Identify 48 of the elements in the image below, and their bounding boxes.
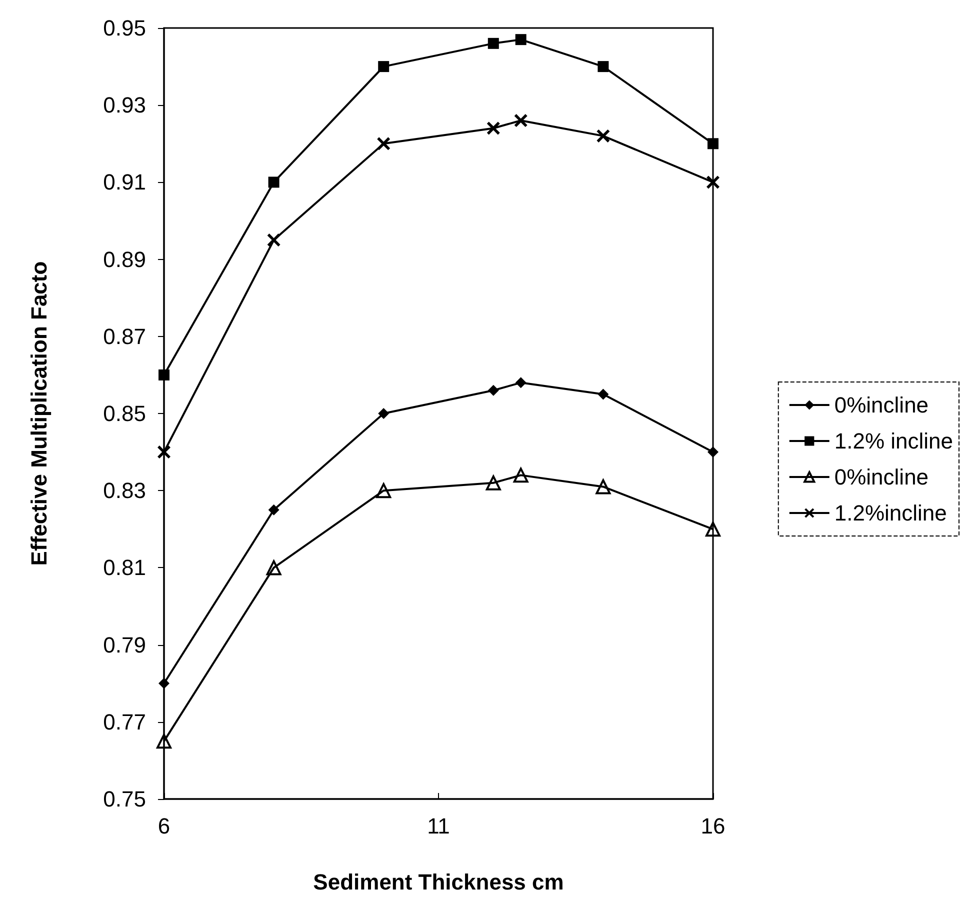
point xyxy=(706,176,720,189)
point xyxy=(378,61,390,72)
point xyxy=(488,384,499,396)
point xyxy=(486,475,501,490)
y-tick-label: 0.83 xyxy=(103,478,146,504)
y-tick-label: 0.77 xyxy=(103,709,146,734)
point xyxy=(598,61,609,72)
point xyxy=(266,560,282,576)
legend-label: 1.2%incline xyxy=(834,500,947,526)
point xyxy=(156,734,172,749)
x-tick-label: 16 xyxy=(700,814,726,838)
x-tick-label: 11 xyxy=(427,814,450,838)
y-tick-label: 0.81 xyxy=(103,555,146,580)
point xyxy=(268,176,280,188)
y-tick-label: 0.87 xyxy=(103,324,146,349)
point xyxy=(598,388,609,400)
legend-label: 0%incline xyxy=(834,464,929,490)
point xyxy=(513,468,528,483)
point xyxy=(158,369,170,380)
y-tick-label: 0.85 xyxy=(103,401,146,426)
x-axis-title: Sediment Thickness cm xyxy=(313,870,564,894)
point xyxy=(376,483,392,498)
y-tick-label: 0.89 xyxy=(103,246,146,272)
point xyxy=(378,408,390,419)
point xyxy=(708,138,718,150)
y-tick-label: 0.75 xyxy=(103,786,146,812)
y-tick-label: 0.93 xyxy=(103,92,146,118)
point xyxy=(515,34,526,46)
point xyxy=(708,446,718,458)
x-tick-label: 6 xyxy=(158,814,170,838)
point xyxy=(486,122,500,135)
y-tick-label: 0.91 xyxy=(103,170,146,195)
point xyxy=(268,504,280,516)
point xyxy=(377,137,390,150)
point xyxy=(158,446,170,459)
point xyxy=(596,129,610,142)
y-tick-label: 0.79 xyxy=(103,632,146,658)
y-tick-label: 0.95 xyxy=(103,16,146,40)
point xyxy=(514,114,528,128)
legend-label: 1.2% incline xyxy=(834,428,954,454)
y-axis-title: Effective Multiplication Facto xyxy=(26,261,52,566)
point xyxy=(515,377,526,388)
point xyxy=(488,38,499,49)
point xyxy=(706,522,720,537)
legend-label: 0%incline xyxy=(834,392,929,418)
point xyxy=(267,234,280,247)
point xyxy=(596,479,611,494)
point xyxy=(158,678,170,689)
